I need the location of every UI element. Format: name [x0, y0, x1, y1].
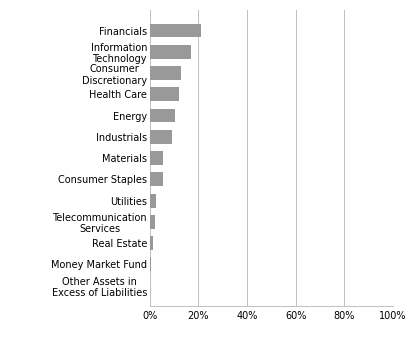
Bar	[150, 109, 175, 122]
Bar	[150, 24, 201, 37]
Bar	[150, 45, 191, 59]
Bar	[150, 215, 155, 229]
Bar	[150, 151, 163, 165]
Bar	[150, 172, 163, 186]
Bar	[150, 257, 151, 271]
Bar	[150, 87, 179, 101]
Bar	[150, 66, 181, 80]
Bar	[150, 194, 156, 207]
Bar	[150, 130, 172, 144]
Bar	[150, 236, 153, 250]
